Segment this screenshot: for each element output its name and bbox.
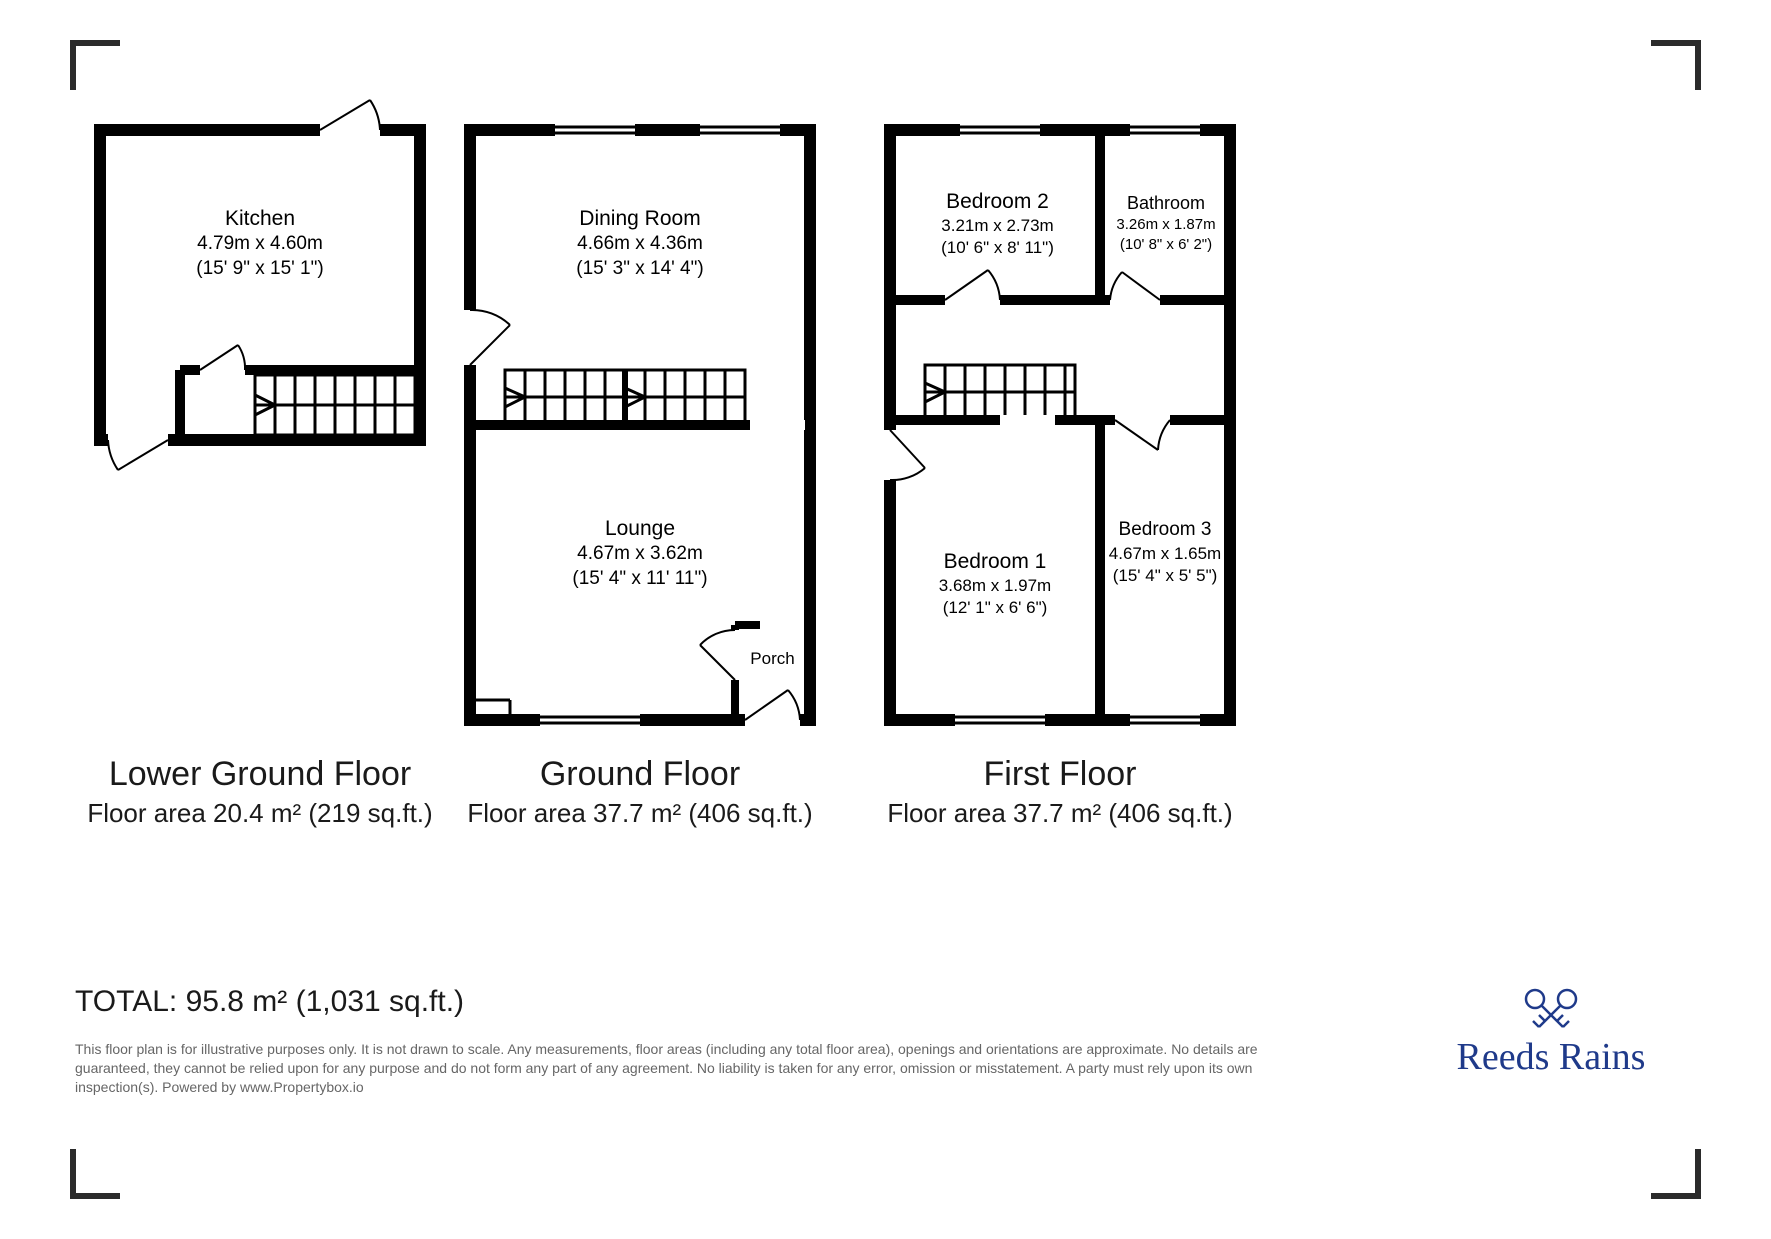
room-dim-ft: (12' 1" x 6' 6"): [895, 597, 1095, 619]
room-dim-ft: (15' 4" x 11' 11"): [535, 567, 745, 592]
room-name: Bathroom: [1102, 192, 1230, 215]
room-dim-ft: (10' 6" x 8' 11"): [900, 237, 1095, 259]
room-dim-m: 3.68m x 1.97m: [895, 575, 1095, 597]
room-name: Lounge: [535, 515, 745, 542]
keys-icon: [1521, 985, 1581, 1030]
room-name: Dining Room: [535, 205, 745, 232]
room-dim-m: 4.66m x 4.36m: [535, 232, 745, 257]
floor-area-ff: Floor area 37.7 m² (406 sq.ft.): [830, 798, 1290, 829]
room-dim-m: 3.26m x 1.87m: [1102, 215, 1230, 235]
room-name: Porch: [740, 648, 805, 670]
total-area: TOTAL: 95.8 m² (1,031 sq.ft.): [75, 985, 464, 1019]
room-dim-m: 4.67m x 3.62m: [535, 542, 745, 567]
floor-title-lgf: Lower Ground Floor: [60, 755, 460, 794]
disclaimer-text: This floor plan is for illustrative purp…: [75, 1040, 1335, 1097]
room-dim-m: 4.67m x 1.65m: [1100, 543, 1230, 565]
room-dim-ft: (15' 9" x 15' 1"): [155, 257, 365, 282]
logo-text: Reeds Rains: [1411, 1035, 1691, 1079]
room-kitchen: Kitchen 4.79m x 4.60m (15' 9" x 15' 1"): [155, 205, 365, 282]
room-bed3: Bedroom 3 4.67m x 1.65m (15' 4" x 5' 5"): [1100, 518, 1230, 587]
room-dim-ft: (10' 8" x 6' 2"): [1102, 235, 1230, 255]
room-name: Bedroom 3: [1100, 518, 1230, 543]
room-porch: Porch: [740, 648, 805, 670]
room-bed2: Bedroom 2 3.21m x 2.73m (10' 6" x 8' 11"…: [900, 188, 1095, 259]
room-name: Bedroom 2: [900, 188, 1095, 215]
room-name: Bedroom 1: [895, 548, 1095, 575]
floor-plan-canvas: Kitchen 4.79m x 4.60m (15' 9" x 15' 1") …: [0, 0, 1771, 1239]
room-dim-m: 4.79m x 4.60m: [155, 232, 365, 257]
room-name: Kitchen: [155, 205, 365, 232]
floor-title-gf: Ground Floor: [440, 755, 840, 794]
room-dining: Dining Room 4.66m x 4.36m (15' 3" x 14' …: [535, 205, 745, 282]
logo-reeds-rains: Reeds Rains: [1411, 985, 1691, 1079]
room-dim-ft: (15' 4" x 5' 5"): [1100, 565, 1230, 587]
room-dim-ft: (15' 3" x 14' 4"): [535, 257, 745, 282]
floor-title-ff: First Floor: [860, 755, 1260, 794]
room-bath: Bathroom 3.26m x 1.87m (10' 8" x 6' 2"): [1102, 192, 1230, 254]
room-dim-m: 3.21m x 2.73m: [900, 215, 1095, 237]
floor-area-gf: Floor area 37.7 m² (406 sq.ft.): [410, 798, 870, 829]
lgf-plan: [100, 100, 420, 470]
room-lounge: Lounge 4.67m x 3.62m (15' 4" x 11' 11"): [535, 515, 745, 592]
room-bed1: Bedroom 1 3.68m x 1.97m (12' 1" x 6' 6"): [895, 548, 1095, 619]
